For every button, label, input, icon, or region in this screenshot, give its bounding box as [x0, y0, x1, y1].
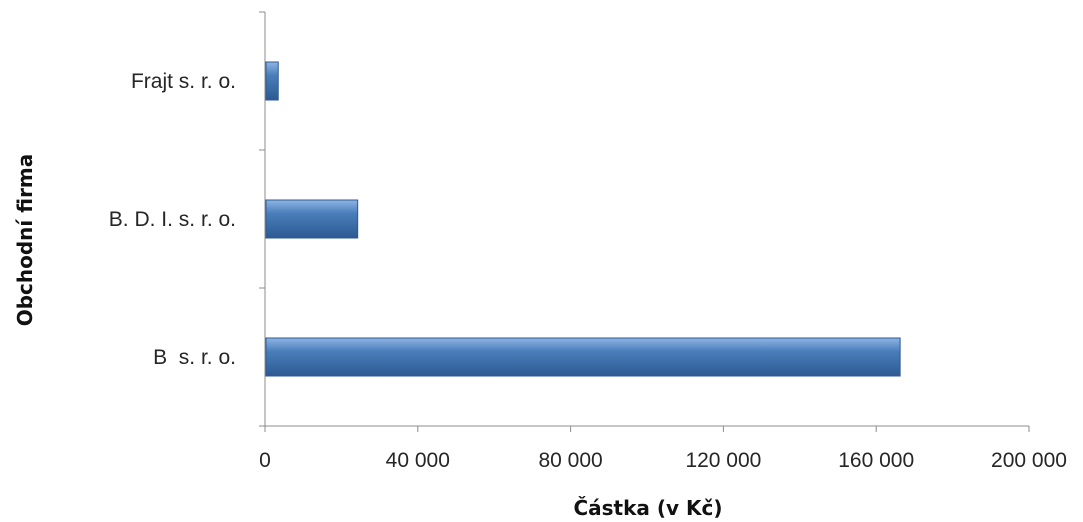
value-tick-label: 200 000: [991, 449, 1067, 472]
plot-area: 0 40 000 80 000 120 000 160 000 200 000 B s. r…: [109, 11, 1067, 472]
bar: [265, 61, 279, 101]
y-axis-title: Obchodní firma: [13, 154, 37, 327]
category-label: B. D. I. s. r. o.: [109, 208, 236, 231]
bar: [265, 337, 901, 377]
value-tick-label: 40 000: [386, 449, 450, 472]
value-tick-label: 120 000: [685, 449, 761, 472]
value-tick-label: 80 000: [538, 449, 602, 472]
category-label: Frajt s. r. o.: [131, 70, 236, 93]
x-axis-title: Částka (v Kč): [573, 496, 722, 520]
bar: [265, 199, 359, 239]
value-tick-label: 160 000: [838, 449, 914, 472]
category-label: B s. r. o.: [153, 346, 236, 369]
value-tick-label: 0: [259, 449, 271, 472]
